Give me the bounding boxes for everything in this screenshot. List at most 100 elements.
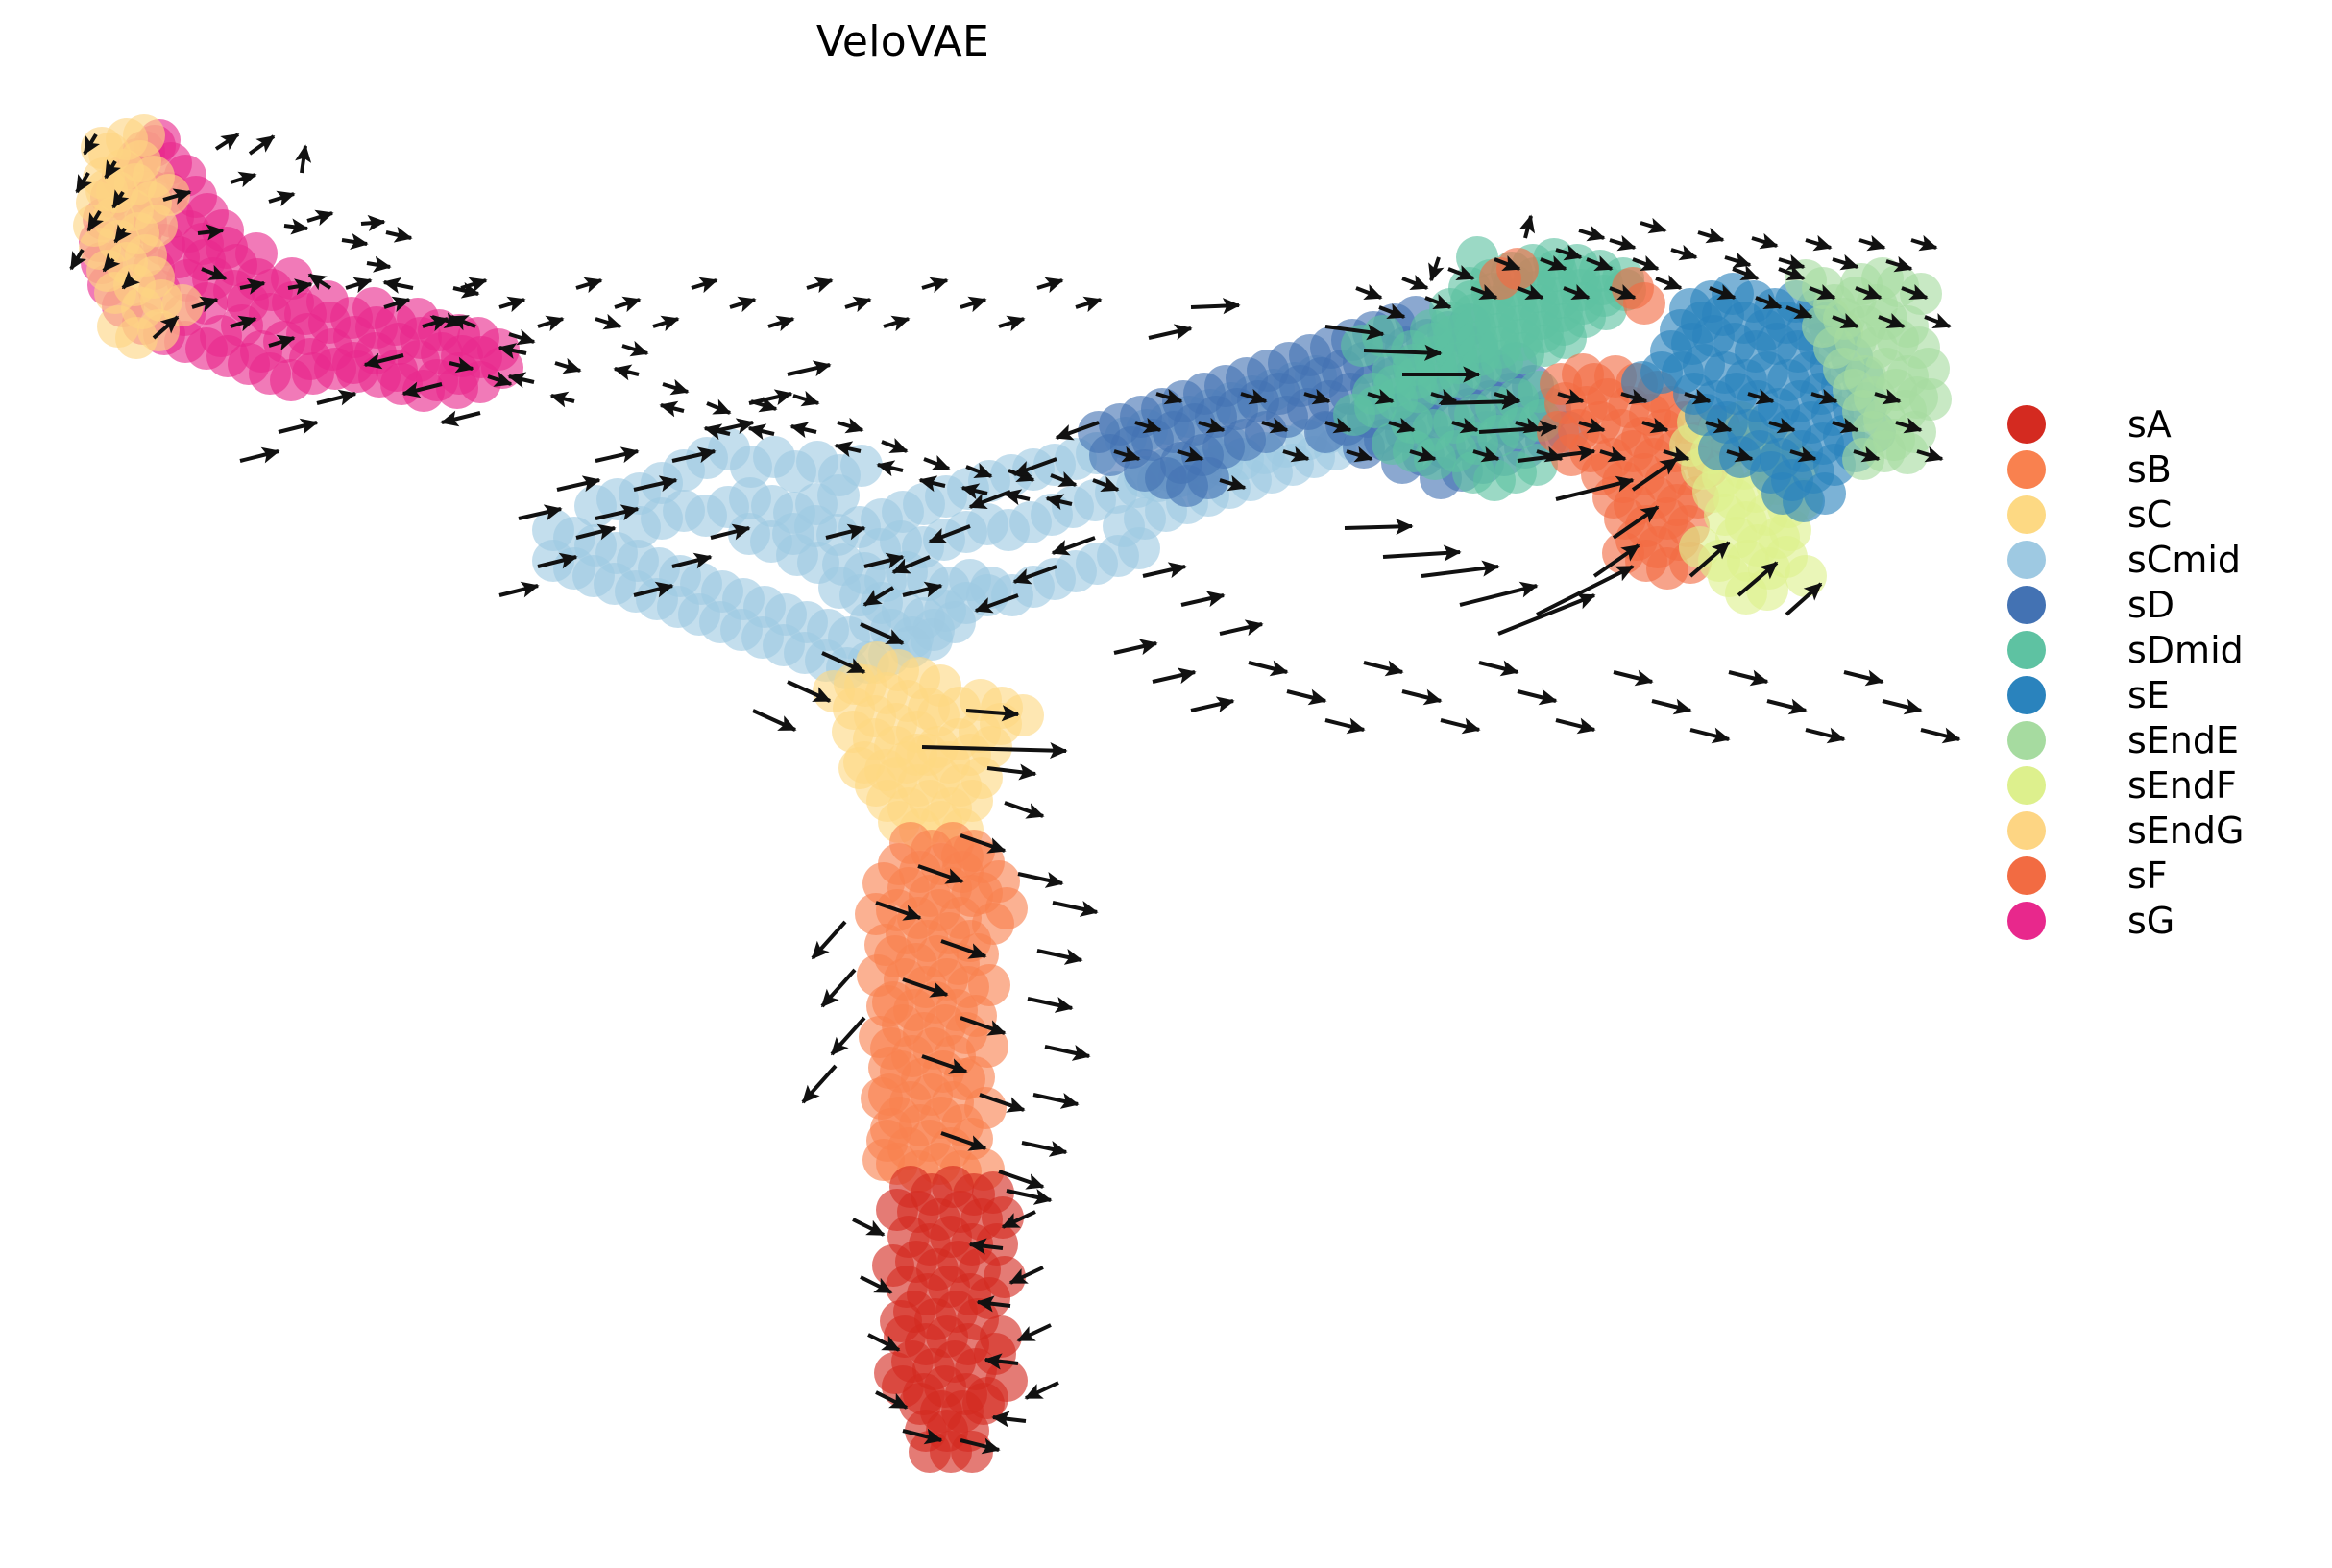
velocity-arrow: [998, 1170, 1045, 1190]
data-point: [966, 1377, 1008, 1419]
data-point: [1496, 292, 1539, 334]
data-point: [1767, 359, 1810, 401]
data-point: [939, 764, 982, 807]
velocity-arrow: [214, 133, 240, 151]
legend-label: sCmid: [2127, 538, 2242, 581]
velocity-arrow: [1785, 582, 1823, 616]
data-point: [1687, 446, 1729, 488]
velocity-arrow: [341, 232, 369, 250]
velocity-arrow: [1219, 619, 1264, 637]
data-point: [1592, 476, 1635, 519]
data-point: [1372, 357, 1414, 399]
data-point: [1886, 432, 1929, 474]
velocity-arrow: [1004, 801, 1045, 819]
legend-item-sE[interactable]: sE: [2007, 672, 2324, 717]
legend-item-sEndE[interactable]: sEndE: [2007, 717, 2324, 762]
legend-item-sDmid[interactable]: sDmid: [2007, 627, 2324, 672]
data-point: [1821, 310, 1863, 352]
velocity-arrow: [556, 475, 601, 493]
data-point: [1462, 442, 1504, 484]
data-point: [130, 181, 172, 224]
data-point: [1877, 265, 1919, 307]
data-point: [1448, 267, 1491, 309]
velocity-arrow: [1180, 591, 1226, 608]
series-sE: [1621, 273, 1896, 522]
legend-item-sB[interactable]: sB: [2007, 446, 2324, 492]
data-point: [1089, 434, 1131, 476]
data-point: [903, 1012, 945, 1054]
velocity-arrow: [706, 398, 732, 415]
data-point: [1116, 466, 1158, 508]
data-point: [945, 582, 987, 624]
velocity-arrow: [307, 273, 332, 291]
velocity-arrow: [75, 171, 93, 194]
velocity-arrow: [1016, 1323, 1052, 1342]
data-point: [1769, 409, 1811, 451]
data-point: [416, 359, 458, 401]
data-point: [1512, 365, 1554, 407]
data-point: [147, 172, 189, 214]
velocity-arrow: [1557, 388, 1585, 405]
data-point: [76, 181, 118, 224]
data-point: [1802, 305, 1844, 348]
data-point: [249, 352, 291, 395]
velocity-arrow: [1670, 244, 1698, 261]
velocity-arrow: [152, 315, 180, 340]
data-point: [930, 787, 972, 830]
data-point: [1452, 294, 1494, 336]
data-point: [1779, 380, 1821, 422]
velocity-arrow: [1832, 253, 1859, 271]
velocity-arrow: [998, 315, 1026, 332]
data-point: [1646, 497, 1688, 540]
data-point: [1456, 422, 1498, 465]
data-point: [1247, 350, 1289, 392]
data-point: [1710, 424, 1752, 467]
data-point: [185, 327, 228, 370]
data-point: [897, 897, 939, 939]
data-point: [251, 269, 293, 311]
data-point: [876, 1143, 918, 1185]
legend-item-sD[interactable]: sD: [2007, 582, 2324, 627]
data-point: [1737, 380, 1779, 422]
series-sG: [79, 119, 523, 412]
data-point: [1523, 325, 1566, 367]
data-point: [134, 125, 176, 167]
legend-item-sG[interactable]: sG: [2007, 898, 2324, 943]
velocity-arrow: [806, 277, 834, 294]
data-point: [1846, 382, 1888, 424]
data-point: [1300, 357, 1343, 399]
data-point: [1669, 424, 1712, 467]
data-point: [1414, 342, 1456, 384]
data-point: [1865, 348, 1907, 390]
data-point: [1437, 342, 1479, 384]
velocity-arrow: [940, 939, 987, 959]
velocity-arrow: [767, 315, 795, 332]
legend-item-sCmid[interactable]: sCmid: [2007, 537, 2324, 582]
legend-item-sEndF[interactable]: sEndF: [2007, 762, 2324, 808]
data-point: [1222, 438, 1264, 480]
data-point: [887, 1216, 930, 1258]
data-point: [1727, 540, 1769, 582]
data-point: [909, 1431, 951, 1473]
data-point: [1078, 411, 1120, 453]
data-point: [984, 1256, 1026, 1298]
legend-item-sF[interactable]: sF: [2007, 853, 2324, 898]
data-point: [1398, 398, 1441, 440]
legend-item-sA[interactable]: sA: [2007, 401, 2324, 446]
data-point: [553, 547, 595, 590]
data-point: [1725, 359, 1767, 401]
data-point: [1052, 486, 1094, 528]
data-point: [1456, 236, 1498, 278]
data-point: [884, 958, 926, 1001]
legend-item-sC[interactable]: sC: [2007, 492, 2324, 537]
data-point: [1581, 453, 1623, 495]
data-point: [960, 1198, 1003, 1241]
data-point: [1662, 351, 1704, 394]
legend-item-sEndG[interactable]: sEndG: [2007, 808, 2324, 853]
velocity-arrow: [891, 555, 931, 574]
data-point: [945, 1373, 987, 1415]
velocity-arrow: [1282, 446, 1310, 463]
data-point: [102, 156, 144, 198]
data-point: [1410, 309, 1452, 351]
data-point: [941, 1104, 984, 1146]
